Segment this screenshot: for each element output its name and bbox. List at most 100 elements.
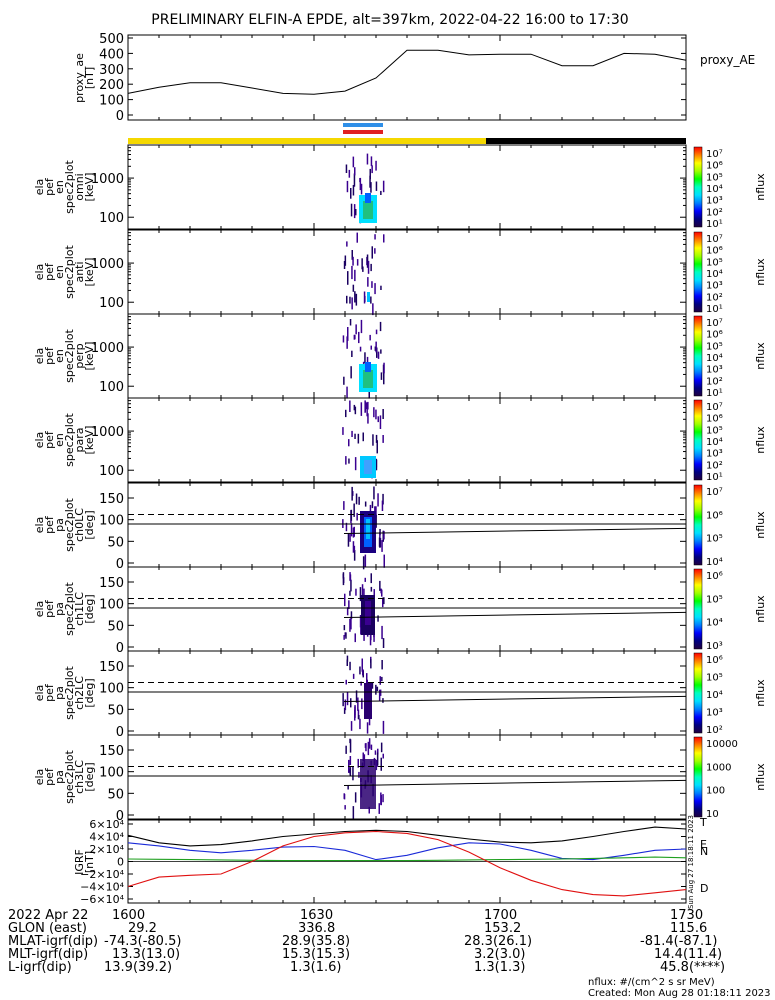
spectrogram-streak (350, 698, 352, 708)
spectrogram-streak (346, 655, 349, 662)
footer-row-label-2: MLAT-igrf(dip) (8, 934, 99, 949)
spectrogram-streak (348, 458, 350, 464)
spectrogram-streak (349, 756, 352, 765)
panel-frame (127, 229, 687, 315)
spectrogram-streak (368, 386, 370, 399)
spectrogram-streak (356, 512, 358, 521)
spectrogram-streak (381, 660, 383, 670)
spectrogram-streak (382, 180, 385, 193)
pitch-angle-tick-label: 50 (107, 619, 124, 634)
spectrogram-streak (357, 697, 359, 711)
colorbar (693, 146, 703, 228)
spectrogram-streak (373, 486, 375, 500)
spectrogram-streak (352, 185, 355, 196)
panel-y-label: ela (33, 517, 46, 534)
colorbar-tick-label: 10² (706, 376, 723, 387)
spectrogram-streak (349, 319, 352, 326)
spectrogram-streak (347, 533, 350, 547)
spectrogram-streak (350, 509, 353, 521)
spectrogram-streak (347, 785, 349, 790)
igrf-y-tick-label: −4×10⁴ (80, 881, 124, 894)
colorbar-tick-label: 10⁴ (706, 184, 723, 195)
energy-tick-label: 100 (99, 464, 124, 479)
panel-y-label: [keV] (83, 426, 96, 455)
spectrogram-streak (361, 698, 363, 710)
colorbar-tick-label: 10⁴ (706, 618, 723, 629)
spectrogram-streak (350, 366, 352, 379)
panel-y-label: spec2plot (63, 582, 76, 636)
spectrogram-streak (378, 537, 381, 547)
spectrogram-streak (364, 400, 366, 413)
colorbar-label: nflux (754, 595, 767, 623)
panel-y-label: omni (73, 173, 86, 200)
pitch-angle-tick-label: 150 (99, 576, 124, 591)
spectrogram-streak (361, 258, 363, 270)
colorbar-label: nflux (754, 173, 767, 201)
flux-core (366, 519, 370, 539)
panel-y-label: pa (53, 770, 66, 784)
colorbar-tick-label: 10⁴ (706, 437, 723, 448)
panel-y-label: [deg] (83, 762, 96, 791)
colorbar-label: nflux (754, 763, 767, 791)
spectrogram-streak (343, 376, 345, 385)
spectrogram-streak (356, 232, 358, 243)
spectrogram-streak (354, 433, 356, 439)
loss-cone-line (343, 611, 687, 619)
spectrogram-streak (350, 721, 353, 731)
spectrogram-streak (353, 503, 355, 517)
colorbar (693, 484, 703, 566)
colorbar (693, 315, 703, 397)
energy-tick-label: 100 (99, 211, 124, 226)
spectrogram-streak (349, 400, 351, 412)
panel-frame (127, 313, 687, 399)
colorbar-tick-label: 10 (706, 809, 719, 820)
spectrogram-streak (350, 188, 352, 199)
spectrogram-streak (374, 346, 377, 351)
spectrogram-streak (360, 402, 363, 416)
panel-y-label: [deg] (83, 510, 96, 539)
footer-cell: 1.3(1.3) (474, 960, 526, 975)
spectrogram-streak (381, 589, 383, 597)
spectrogram-streak (364, 554, 367, 568)
igrf-y-label: [nT] (83, 851, 96, 873)
spectrogram-streak (376, 752, 379, 766)
colorbar-tick-label: 10³ (706, 281, 723, 292)
igrf-y-tick-label: 4×10⁴ (89, 831, 124, 844)
spectrogram-streak (370, 586, 373, 592)
spectrogram-streak (345, 632, 347, 639)
panel-frame (127, 397, 687, 483)
spectrogram-streak (367, 413, 369, 424)
igrf-run-timestamp: Sun Aug 27 18:18:11 2023 (687, 815, 695, 909)
spectrogram-streak (342, 335, 345, 343)
flux-core (365, 193, 371, 203)
energy-tick-label: 1000 (91, 425, 124, 440)
panel-y-label: [deg] (83, 594, 96, 623)
spectrogram-streak (347, 327, 349, 341)
spectrogram-streak (375, 329, 378, 335)
spectrogram-streak (351, 297, 353, 310)
colorbar (693, 568, 703, 650)
spectrogram-streak (359, 718, 361, 730)
spectrogram-streak (353, 173, 356, 187)
igrf-side-label-n: N (700, 845, 708, 858)
panel-y-label: en (53, 180, 66, 194)
spectrogram-streak (351, 350, 353, 357)
spectrogram-streak (367, 401, 369, 410)
panel-y-label: spec2plot (63, 245, 76, 299)
spectrogram-streak (360, 183, 363, 195)
spectrogram-streak (368, 738, 371, 749)
footer-cell: 13.3(13.0) (112, 947, 181, 962)
colorbar-tick-label: 10⁶ (706, 330, 723, 341)
spectrogram-streak (352, 673, 355, 679)
spectrogram-streak (371, 165, 373, 174)
panel-frame (127, 144, 687, 230)
spectrogram-streak (382, 409, 384, 419)
spectrogram-streak (353, 334, 356, 340)
spectrogram-streak (353, 404, 356, 411)
igrf-series-d (127, 830, 687, 897)
spectrogram-streak (370, 659, 372, 669)
proxy-ae-y-label: proxy_ae (73, 53, 86, 103)
panel-y-label: ela (33, 769, 46, 786)
spectrogram-streak (354, 291, 356, 303)
created-note: Created: Mon Aug 28 01:18:11 2023 (588, 988, 771, 999)
